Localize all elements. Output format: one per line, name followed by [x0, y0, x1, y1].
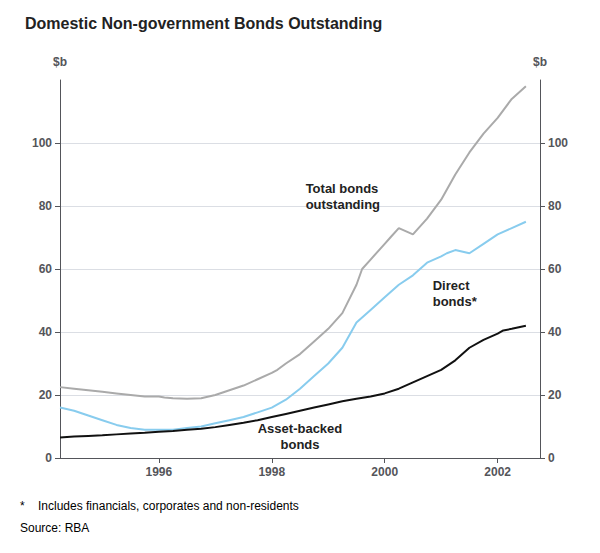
- svg-text:60: 60: [548, 262, 562, 276]
- svg-text:outstanding: outstanding: [306, 197, 380, 212]
- svg-text:100: 100: [32, 136, 52, 150]
- svg-text:Source: RBA: Source: RBA: [20, 521, 89, 535]
- svg-text:100: 100: [548, 136, 568, 150]
- svg-text:40: 40: [548, 325, 562, 339]
- svg-text:1998: 1998: [258, 465, 285, 479]
- svg-text:20: 20: [548, 388, 562, 402]
- svg-text:$b: $b: [53, 55, 67, 69]
- svg-text:80: 80: [39, 199, 53, 213]
- svg-text:0: 0: [45, 451, 52, 465]
- svg-text:bonds: bonds: [281, 437, 320, 452]
- svg-text:20: 20: [39, 388, 53, 402]
- svg-text:Total bonds: Total bonds: [306, 181, 379, 196]
- svg-text:0: 0: [548, 451, 555, 465]
- svg-text:bonds*: bonds*: [433, 294, 478, 309]
- svg-text:2002: 2002: [484, 465, 511, 479]
- svg-text:60: 60: [39, 262, 53, 276]
- svg-text:Asset-backed: Asset-backed: [258, 421, 343, 436]
- svg-text:80: 80: [548, 199, 562, 213]
- svg-text:1996: 1996: [145, 465, 172, 479]
- svg-text:Domestic Non-government Bonds: Domestic Non-government Bonds Outstandin…: [25, 15, 382, 32]
- svg-text:$b: $b: [533, 55, 547, 69]
- svg-text:Direct: Direct: [433, 278, 471, 293]
- svg-text:2000: 2000: [371, 465, 398, 479]
- svg-text:40: 40: [39, 325, 53, 339]
- svg-text:* Includes financials, corp: * Includes financials, corporates and no…: [20, 499, 299, 513]
